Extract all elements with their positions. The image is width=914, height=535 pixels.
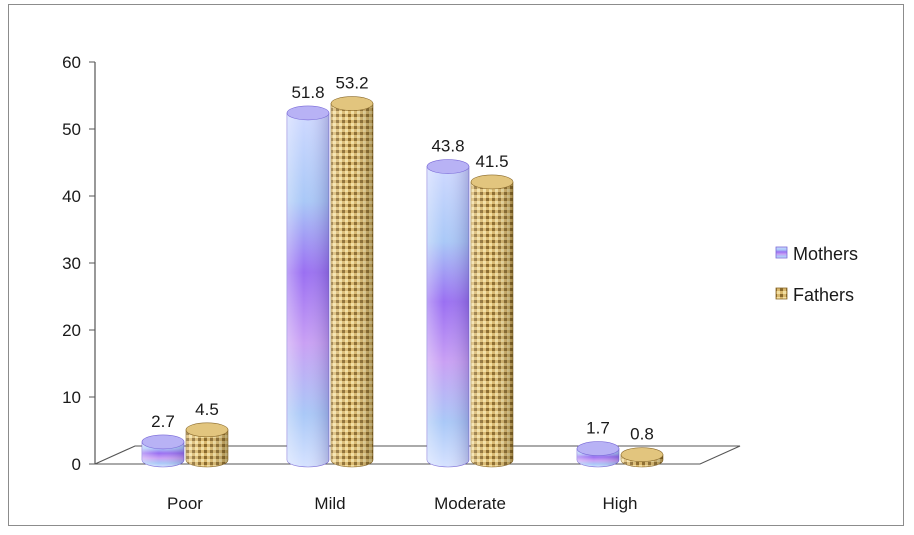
bar-fathers-high bbox=[620, 447, 664, 468]
y-tick-label: 0 bbox=[72, 455, 81, 474]
bar-top bbox=[426, 159, 470, 174]
data-label-fathers: 0.8 bbox=[630, 425, 654, 444]
legend: Mothers Fathers bbox=[775, 244, 858, 305]
bar-fathers-mild bbox=[330, 96, 374, 468]
bar-top bbox=[185, 422, 229, 438]
data-label-mothers: 1.7 bbox=[586, 419, 610, 438]
bar-top bbox=[141, 434, 185, 450]
bar-mothers-poor bbox=[141, 434, 185, 468]
legend-swatch-mothers bbox=[775, 246, 788, 259]
bar-shading bbox=[331, 103, 373, 467]
x-tick-label: Moderate bbox=[434, 494, 506, 513]
bar-shading bbox=[471, 181, 513, 467]
data-label-mothers: 2.7 bbox=[151, 412, 175, 431]
bar-top bbox=[470, 174, 514, 190]
bar-top bbox=[286, 105, 330, 121]
data-label-fathers: 41.5 bbox=[475, 152, 508, 171]
legend-label-fathers: Fathers bbox=[793, 285, 854, 305]
x-tick-label: Mild bbox=[314, 494, 345, 513]
bar-top bbox=[330, 96, 374, 111]
data-label-mothers: 43.8 bbox=[431, 137, 464, 156]
legend-label-mothers: Mothers bbox=[793, 244, 858, 264]
data-label-fathers: 4.5 bbox=[195, 400, 219, 419]
bar-fathers-moderate bbox=[470, 174, 514, 468]
bar-mothers-moderate bbox=[426, 159, 470, 468]
data-label-mothers: 51.8 bbox=[291, 83, 324, 102]
bar-shading bbox=[427, 166, 469, 468]
bar-top bbox=[620, 447, 664, 462]
bar-fathers-poor bbox=[185, 422, 229, 468]
y-tick-label: 60 bbox=[62, 53, 81, 72]
bar-shading bbox=[287, 112, 329, 467]
y-tick-label: 20 bbox=[62, 321, 81, 340]
bar-mothers-high bbox=[576, 441, 620, 468]
y-tick-label: 40 bbox=[62, 187, 81, 206]
x-tick-label: Poor bbox=[167, 494, 203, 513]
legend-swatch-fathers bbox=[775, 287, 788, 300]
bar-mothers-mild bbox=[286, 105, 330, 468]
y-tick-label: 10 bbox=[62, 388, 81, 407]
y-tick-label: 30 bbox=[62, 254, 81, 273]
x-tick-label: High bbox=[603, 494, 638, 513]
y-tick-label: 50 bbox=[62, 120, 81, 139]
bar-shading bbox=[186, 429, 228, 467]
bar-top bbox=[576, 441, 620, 456]
data-label-fathers: 53.2 bbox=[335, 74, 368, 93]
